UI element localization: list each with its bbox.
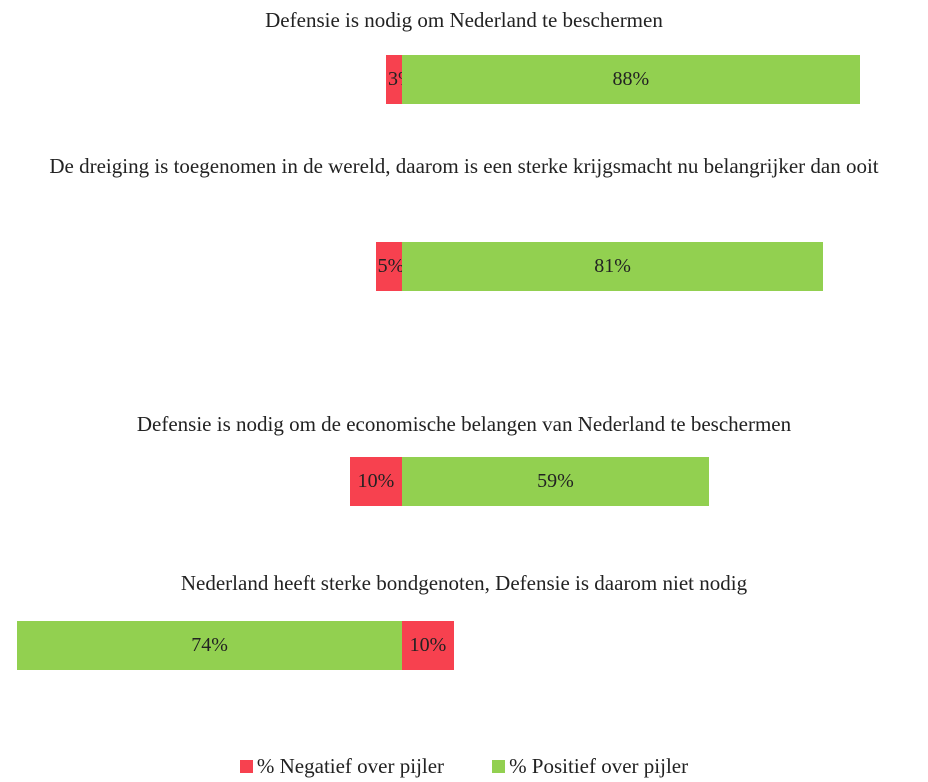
bar — [17, 621, 402, 670]
legend-swatch — [239, 760, 253, 773]
category-title: De dreiging is toegenomen in de wereld, … — [49, 154, 879, 178]
legend-swatch — [492, 760, 506, 773]
category-title: Defensie is nodig om de economische bela… — [136, 412, 792, 436]
value-label: 10% — [357, 470, 395, 492]
category-title: Defensie is nodig om Nederland te besche… — [265, 8, 663, 32]
bar — [376, 242, 402, 291]
bar — [402, 457, 709, 506]
value-label: 5% — [377, 255, 405, 277]
legend-item: % Negatief over pijler — [239, 754, 445, 779]
legend: % Negatief over pijler % Positief over pi… — [0, 754, 928, 779]
value-label: 88% — [612, 68, 650, 90]
category-title: Nederland heeft sterke bondgenoten, Defe… — [180, 571, 748, 595]
value-label: 10% — [409, 634, 447, 656]
legend-label: % Negatief over pijler — [256, 754, 445, 778]
bar — [386, 55, 402, 104]
bar — [402, 55, 860, 104]
legend-label: % Positief over pijler — [509, 754, 689, 778]
bar — [402, 242, 824, 291]
value-label: 81% — [594, 255, 631, 277]
legend-item: % Positief over pijler — [492, 754, 688, 779]
value-label: 74% — [191, 634, 228, 656]
bar — [350, 457, 402, 506]
bar — [402, 621, 454, 670]
value-label: 59% — [537, 470, 574, 492]
